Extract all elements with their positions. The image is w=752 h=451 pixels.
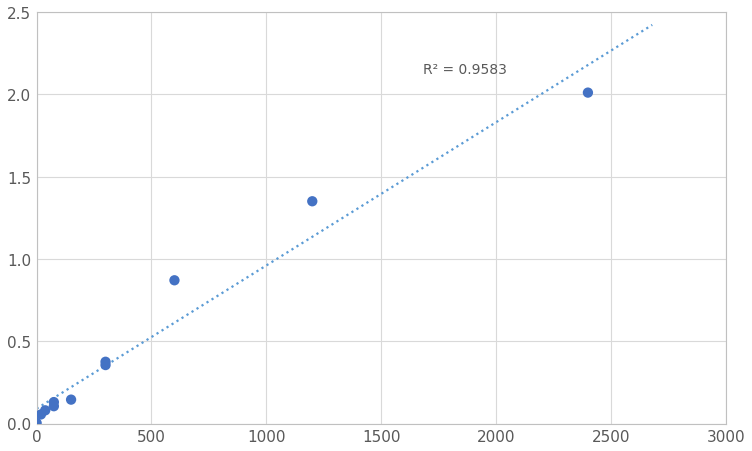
Point bbox=[35, 411, 47, 418]
Text: R² = 0.9583: R² = 0.9583 bbox=[423, 63, 506, 77]
Point bbox=[99, 359, 111, 366]
Point bbox=[39, 407, 51, 414]
Point bbox=[168, 277, 180, 284]
Point bbox=[48, 399, 60, 406]
Point bbox=[48, 403, 60, 410]
Point bbox=[99, 362, 111, 369]
Point bbox=[582, 90, 594, 97]
Point bbox=[65, 396, 77, 403]
Point bbox=[31, 419, 43, 427]
Point bbox=[306, 198, 318, 205]
